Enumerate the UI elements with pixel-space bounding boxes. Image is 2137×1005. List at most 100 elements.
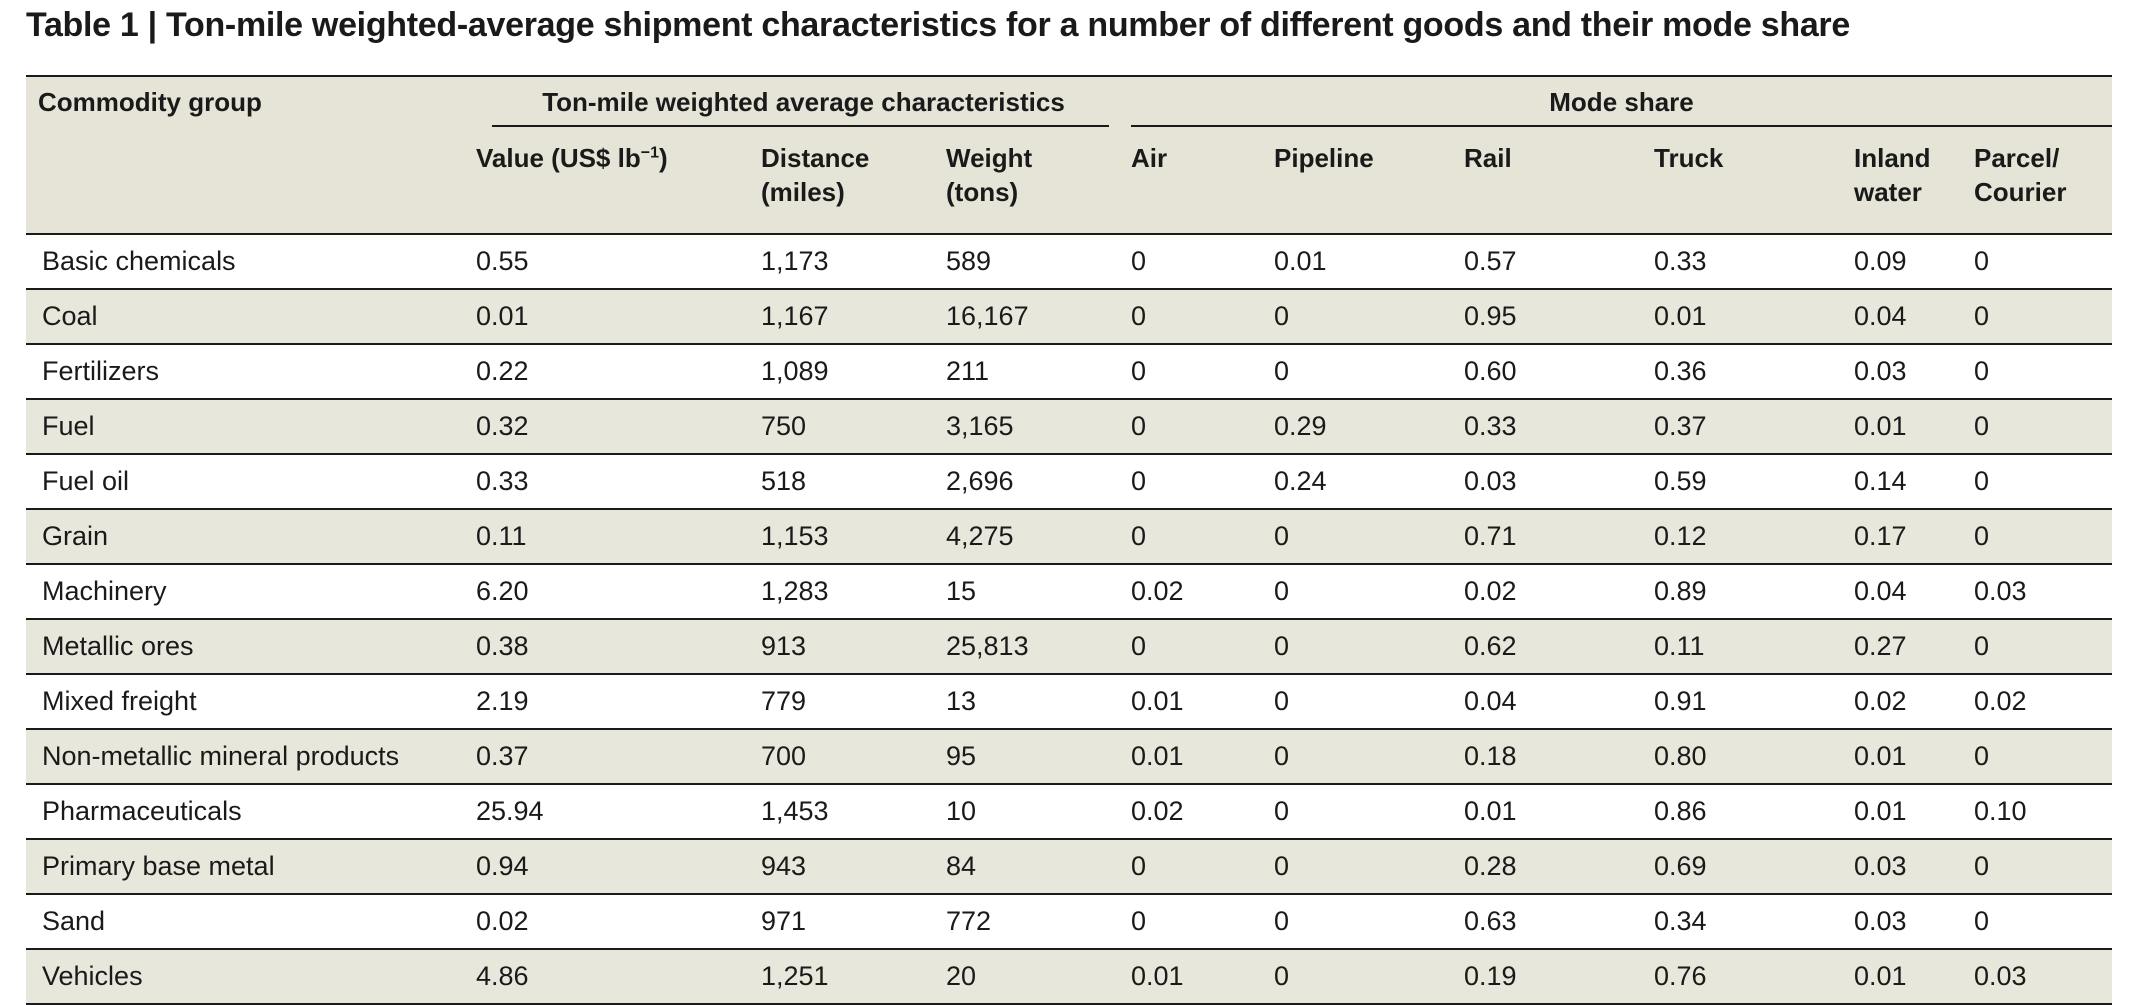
rail-cell: 0.95 <box>1464 301 1517 331</box>
truck-cell: 0.37 <box>1654 411 1707 441</box>
value-cell: 0.02 <box>476 906 529 936</box>
truck-cell: 0.12 <box>1654 521 1707 551</box>
rail-cell: 0.62 <box>1464 631 1517 661</box>
truck-cell: 0.91 <box>1654 686 1707 716</box>
weight-cell: 4,275 <box>946 521 1014 551</box>
value-cell: 4.86 <box>476 961 529 991</box>
distance-cell: 1,173 <box>761 246 829 276</box>
pipeline-cell: 0 <box>1274 521 1290 551</box>
parcel-courier-cell: 0.10 <box>1974 796 2027 826</box>
air-cell: 0.01 <box>1131 961 1184 991</box>
pipeline-cell: 0 <box>1274 686 1290 716</box>
air-cell: 0.02 <box>1131 796 1184 826</box>
table-row: Metallic ores 0.38 913 25,813 0 0 0.62 0.11 0.27… <box>26 619 2113 674</box>
air-cell: 0 <box>1131 906 1147 936</box>
inland-water-cell: 0.02 <box>1854 686 1907 716</box>
inland-water-cell: 0.03 <box>1854 906 1907 936</box>
value-cell: 0.94 <box>476 851 529 881</box>
inland-water-cell: 0.03 <box>1854 851 1907 881</box>
weight-column-header: Weight (tons) <box>946 143 1033 207</box>
weight-cell: 84 <box>946 851 977 881</box>
rail-cell: 0.04 <box>1464 686 1517 716</box>
air-cell: 0 <box>1131 246 1147 276</box>
pipeline-cell: 0 <box>1274 741 1290 771</box>
weight-cell: 15 <box>946 576 977 606</box>
inland-water-column-header: Inland water <box>1854 143 1931 207</box>
air-cell: 0 <box>1131 521 1147 551</box>
data-table-container: Commodity group Ton-mile weighted averag… <box>26 75 2113 1005</box>
truck-cell: 0.86 <box>1654 796 1707 826</box>
commodity-cell: Coal <box>42 301 98 331</box>
rail-cell: 0.01 <box>1464 796 1517 826</box>
parcel-courier-cell: 0.02 <box>1974 686 2027 716</box>
pipeline-cell: 0 <box>1274 906 1290 936</box>
commodity-cell: Primary base metal <box>42 851 275 881</box>
air-cell: 0.01 <box>1131 686 1184 716</box>
value-cell: 0.11 <box>476 521 527 551</box>
table-title: Table 1 | Ton-mile weighted-average ship… <box>26 6 1850 44</box>
truck-cell: 0.76 <box>1654 961 1707 991</box>
inland-water-cell: 0.04 <box>1854 301 1907 331</box>
table-row: Fuel oil 0.33 518 2,696 0 0.24 0.03 0.59 0.14 0 <box>26 454 2113 509</box>
inland-water-cell: 0.01 <box>1854 961 1907 991</box>
value-cell: 0.32 <box>476 411 529 441</box>
weight-cell: 10 <box>946 796 977 826</box>
rail-cell: 0.02 <box>1464 576 1517 606</box>
inland-water-cell: 0.14 <box>1854 466 1907 496</box>
parcel-courier-cell: 0 <box>1974 521 1990 551</box>
table-row: Fertilizers 0.22 1,089 211 0 0 0.60 0.36 0.03 0 <box>26 344 2113 399</box>
truck-cell: 0.33 <box>1654 246 1707 276</box>
table-body: Basic chemicals 0.55 1,173 589 0 0.01 0.57 0.33… <box>26 234 2113 1004</box>
parcel-courier-cell: 0 <box>1974 851 1990 881</box>
ton-mile-group-label: Ton-mile weighted average characteristic… <box>542 86 1065 117</box>
inland-water-cell: 0.01 <box>1854 741 1907 771</box>
rail-cell: 0.18 <box>1464 741 1517 771</box>
truck-column-header: Truck <box>1654 143 1724 173</box>
distance-cell: 750 <box>761 411 807 441</box>
weight-cell: 25,813 <box>946 631 1029 661</box>
parcel-courier-column-header: Parcel/Courier <box>1974 143 2067 207</box>
commodity-cell: Fertilizers <box>42 356 160 386</box>
table-row: Grain 0.11 1,153 4,275 0 0 0.71 0.12 0.17 0 <box>26 509 2113 564</box>
value-cell: 25.94 <box>476 796 544 826</box>
parcel-courier-cell: 0 <box>1974 906 1990 936</box>
parcel-courier-cell: 0 <box>1974 741 1990 771</box>
value-cell: 0.55 <box>476 246 529 276</box>
weight-cell: 16,167 <box>946 301 1029 331</box>
weight-cell: 13 <box>946 686 977 716</box>
parcel-courier-cell: 0.03 <box>1974 961 2027 991</box>
value-cell: 0.22 <box>476 356 529 386</box>
table-row: Mixed freight 2.19 779 13 0.01 0 0.04 0.91 0.02 0… <box>26 674 2113 729</box>
weight-cell: 95 <box>946 741 977 771</box>
commodity-cell: Machinery <box>42 576 167 606</box>
weight-cell: 211 <box>946 356 990 386</box>
inland-water-cell: 0.01 <box>1854 411 1907 441</box>
pipeline-cell: 0.01 <box>1274 246 1327 276</box>
inland-water-cell: 0.04 <box>1854 576 1907 606</box>
air-cell: 0 <box>1131 466 1147 496</box>
distance-cell: 913 <box>761 631 807 661</box>
ton-mile-group-header: Ton-mile weighted average characteristic… <box>476 76 1131 127</box>
table-row: Non-metallic mineral products 0.37 700 95 0.… <box>26 729 2113 784</box>
truck-cell: 0.80 <box>1654 741 1707 771</box>
distance-cell: 1,283 <box>761 576 829 606</box>
pipeline-cell: 0 <box>1274 851 1290 881</box>
parcel-courier-cell: 0 <box>1974 411 1990 441</box>
commodity-cell: Fuel <box>42 411 95 441</box>
air-cell: 0 <box>1131 356 1147 386</box>
rail-cell: 0.19 <box>1464 961 1517 991</box>
pipeline-cell: 0 <box>1274 961 1290 991</box>
pipeline-cell: 0 <box>1274 631 1290 661</box>
air-cell: 0 <box>1131 851 1147 881</box>
weight-cell: 3,165 <box>946 411 1014 441</box>
value-cell: 0.33 <box>476 466 529 496</box>
pipeline-cell: 0 <box>1274 796 1290 826</box>
truck-cell: 0.59 <box>1654 466 1707 496</box>
ton-mile-group-rule <box>492 125 1109 127</box>
distance-cell: 943 <box>761 851 807 881</box>
commodity-cell: Basic chemicals <box>42 246 236 276</box>
pipeline-cell: 0 <box>1274 301 1290 331</box>
weight-cell: 20 <box>946 961 977 991</box>
distance-column-header: Distance (miles) <box>761 143 870 207</box>
mode-share-group-rule <box>1131 125 2113 127</box>
